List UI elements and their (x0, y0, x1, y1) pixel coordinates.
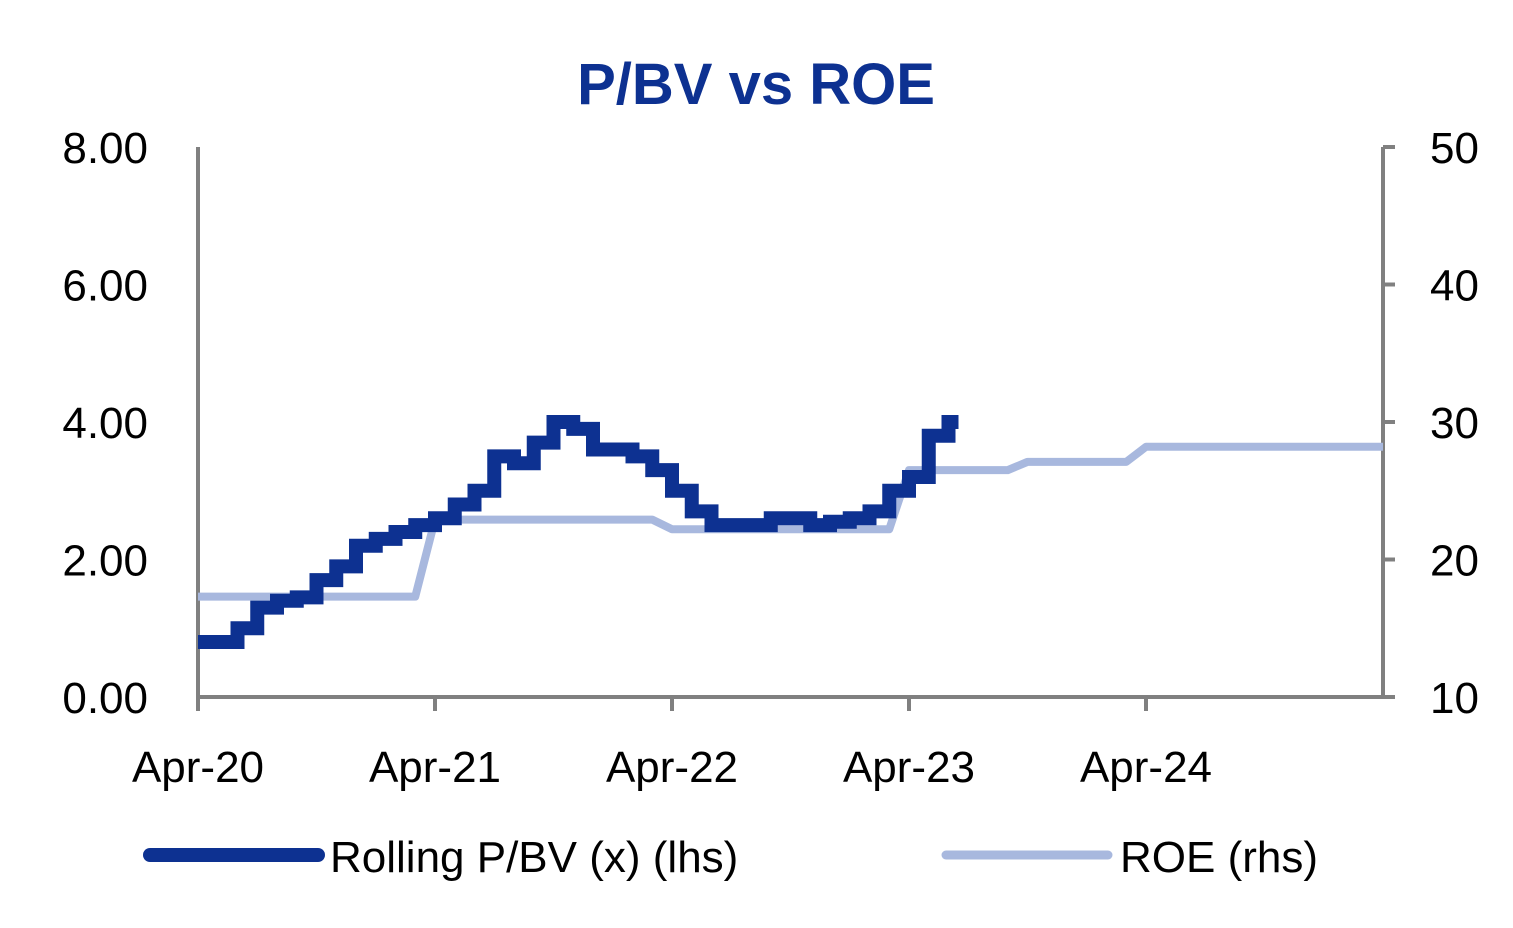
x-tick-label: Apr-20 (132, 743, 264, 792)
y-left-tick-label: 6.00 (62, 262, 148, 311)
y-left-tick-label: 0.00 (62, 674, 148, 723)
y-right-tick-label: 30 (1430, 399, 1479, 448)
legend-label: ROE (rhs) (1120, 833, 1318, 882)
series-line-pbv (198, 415, 959, 649)
y-right-tick-label: 10 (1430, 674, 1479, 723)
y-right-tick-label: 20 (1430, 537, 1479, 586)
x-tick-label: Apr-23 (843, 743, 975, 792)
legend-item-roe: ROE (rhs) (941, 833, 1318, 882)
x-tick-label: Apr-22 (606, 743, 738, 792)
legend-item-pbv: Rolling P/BV (x) (lhs) (143, 833, 738, 882)
y-left-tick-label: 2.00 (62, 537, 148, 586)
chart-title: P/BV vs ROE (577, 52, 935, 117)
axes: 0.00 2.00 4.00 6.00 8.00 10 20 30 40 50 Apr-20 Apr-… (62, 124, 1479, 792)
y-left-tick-label: 4.00 (62, 399, 148, 448)
x-tick-label: Apr-21 (369, 743, 501, 792)
legend: Rolling P/BV (x) (lhs) ROE (rhs) (143, 833, 1318, 882)
x-tick-label: Apr-24 (1080, 743, 1212, 792)
y-left-tick-label: 8.00 (62, 124, 148, 173)
y-right-tick-label: 50 (1430, 124, 1479, 173)
y-right-tick-label: 40 (1430, 262, 1479, 311)
plot-area (198, 415, 1383, 649)
legend-label: Rolling P/BV (x) (lhs) (330, 833, 738, 882)
